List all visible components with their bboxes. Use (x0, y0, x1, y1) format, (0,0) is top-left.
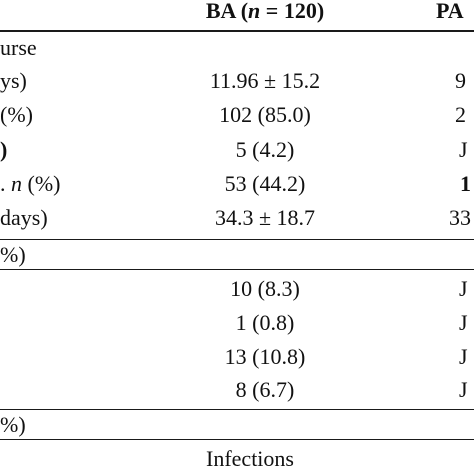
cell-ba: 10 (8.3) (230, 276, 300, 301)
cell-pa: J (459, 377, 468, 402)
cell-ba: 11.96 ± 15.2 (209, 68, 321, 93)
cell-ba: 8 (6.7) (235, 377, 295, 402)
row-label: ) (0, 137, 8, 162)
section-label-percent: %) (0, 242, 26, 267)
section-label-infections: Infections (206, 446, 294, 471)
cell-pa: 33 (449, 205, 471, 230)
table-rule-section (0, 409, 474, 410)
section-label-course: urse (0, 35, 37, 60)
cell-pa: J (459, 310, 468, 335)
cell-pa: J (459, 137, 468, 162)
table-rule-section (0, 239, 474, 240)
cell-ba: 53 (44.2) (224, 171, 306, 196)
cell-pa: J (459, 344, 468, 369)
section-label-percent: %) (0, 412, 26, 437)
cell-pa: J (459, 276, 468, 301)
cell-ba: 102 (85.0) (219, 102, 311, 127)
cell-pa: 9 (455, 68, 466, 93)
row-label: (%) (0, 102, 33, 127)
row-label: . n (%) (0, 171, 61, 196)
column-header-ba: BA (n = 120) (205, 0, 325, 23)
cell-pa: 1 (460, 171, 471, 196)
cell-ba: 34.3 ± 18.7 (214, 205, 316, 230)
table-rule-section (0, 439, 474, 440)
cell-ba: 1 (0.8) (235, 310, 295, 335)
row-label: ys) (0, 68, 27, 93)
column-header-pa: PA (436, 0, 464, 23)
cell-ba: 13 (10.8) (224, 344, 306, 369)
table-rule-section (0, 269, 474, 270)
table-rule-header-bottom (0, 30, 474, 32)
cell-pa: 2 (455, 102, 466, 127)
cell-ba: 5 (4.2) (235, 137, 295, 162)
row-label: days) (0, 205, 48, 230)
